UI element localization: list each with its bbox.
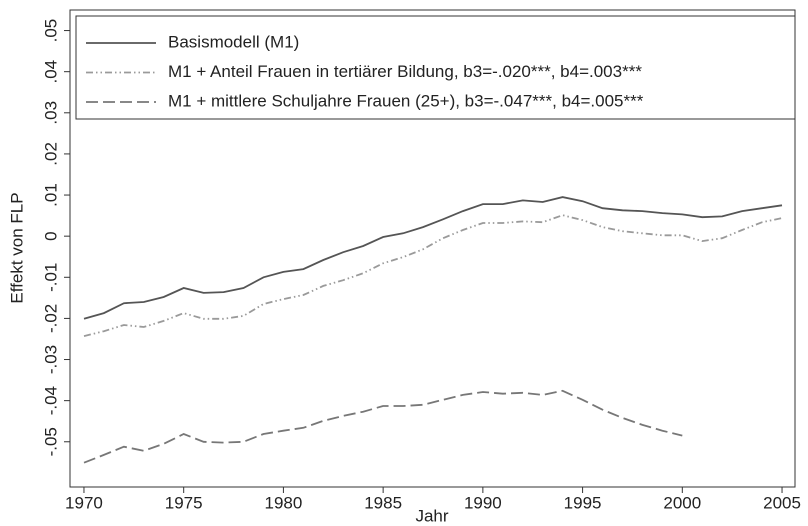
series-line	[83, 196, 783, 320]
legend-label: M1 + mittlere Schuljahre Frauen (25+), b…	[168, 91, 644, 110]
y-tick-label: .02	[41, 142, 60, 166]
y-tick-label: .05	[41, 19, 60, 43]
x-tick-label: 2000	[663, 493, 701, 512]
y-tick-label: -.02	[41, 304, 60, 333]
x-tick-label: 1995	[564, 493, 602, 512]
y-tick-label: -.03	[41, 345, 60, 374]
y-tick-label: 0	[41, 231, 60, 240]
y-tick-label: .04	[41, 60, 60, 84]
x-tick-label: 1980	[264, 493, 302, 512]
y-tick-label: -.01	[41, 263, 60, 292]
legend-label: M1 + Anteil Frauen in tertiärer Bildung,…	[168, 62, 642, 81]
x-axis-label: Jahr	[415, 506, 448, 525]
x-tick-label: 2005	[763, 493, 801, 512]
y-tick-label: -.04	[41, 386, 60, 415]
legend-box	[75, 15, 796, 120]
y-tick-label: -.05	[41, 427, 60, 456]
x-tick-label: 1975	[165, 493, 203, 512]
series-line	[83, 214, 783, 337]
y-tick-label: .01	[41, 183, 60, 207]
legend-label: Basismodell (M1)	[168, 32, 299, 51]
series-line	[83, 389, 683, 464]
x-tick-label: 1990	[464, 493, 502, 512]
x-tick-label: 1970	[65, 493, 103, 512]
x-tick-label: 1985	[364, 493, 402, 512]
y-axis-label: Effekt von FLP	[7, 192, 26, 303]
y-tick-label: .03	[41, 101, 60, 125]
